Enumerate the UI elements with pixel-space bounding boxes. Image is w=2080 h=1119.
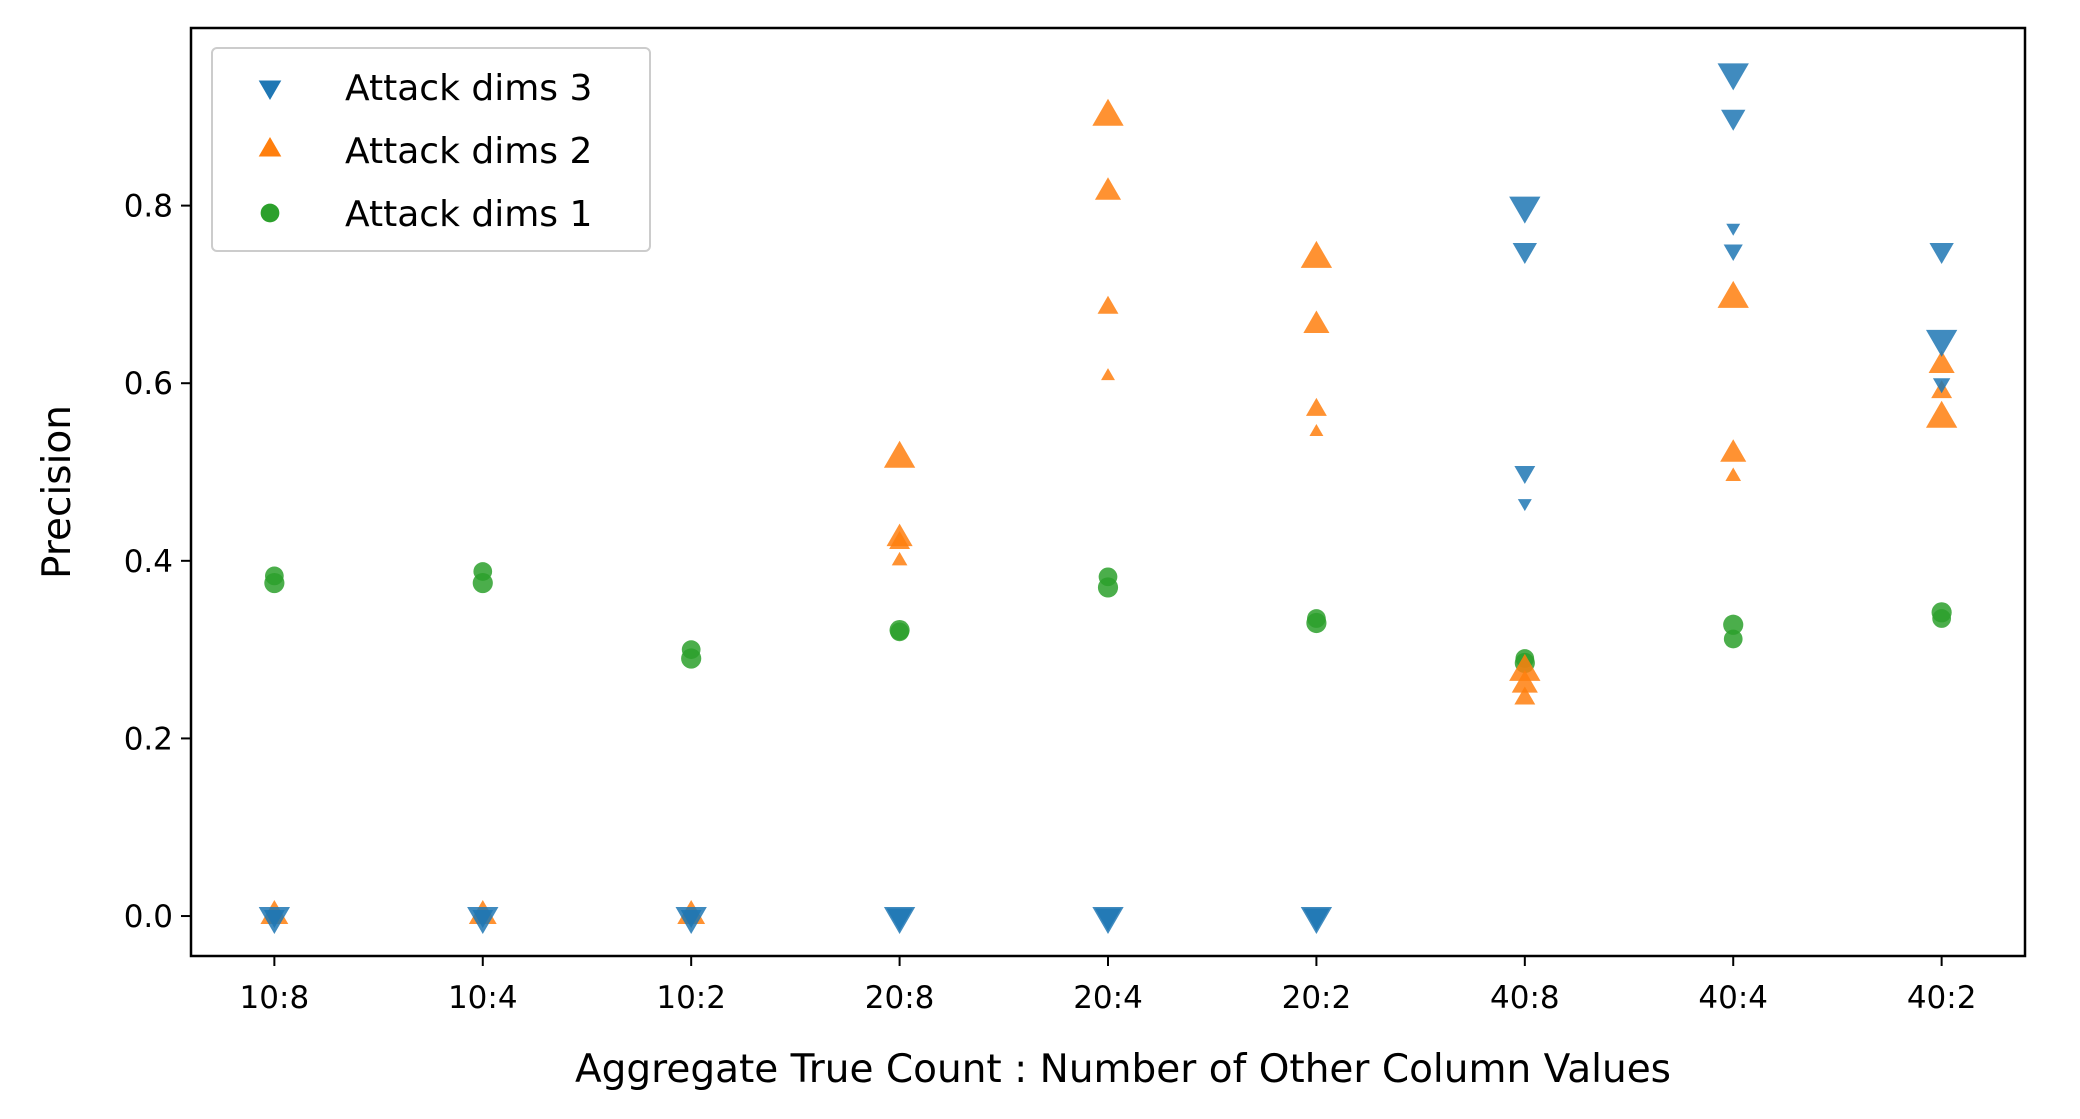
- legend: Attack dims 3 Attack dims 2 Attack dims 1: [211, 47, 651, 252]
- data-point: [1092, 98, 1124, 126]
- data-point: [1726, 223, 1741, 236]
- y-tick-label: 0.4: [124, 544, 173, 580]
- legend-box: [211, 47, 651, 252]
- data-point: [890, 622, 909, 642]
- data-point: [1512, 243, 1537, 265]
- data-point: [264, 572, 285, 594]
- x-tick-label: 40:4: [1698, 980, 1768, 1016]
- data-point: [889, 531, 911, 550]
- x-axis: 10:8 10:4 10:2 20:8 20:4 20:2 40:8 40:4 40:2: [240, 956, 1977, 1016]
- data-point: [1725, 467, 1742, 481]
- data-point: [681, 648, 702, 669]
- data-point: [1300, 240, 1333, 268]
- data-point: [1723, 629, 1743, 649]
- x-tick-label: 10:2: [656, 980, 726, 1016]
- data-point: [1509, 196, 1541, 224]
- y-tick-label: 0.8: [124, 189, 173, 225]
- x-tick-label: 20:2: [1282, 980, 1352, 1016]
- data-point: [1717, 63, 1749, 91]
- x-tick-label: 40:8: [1490, 980, 1560, 1016]
- data-point: [883, 440, 916, 468]
- data-point: [1932, 378, 1951, 394]
- legend-marker: [258, 80, 282, 100]
- data-point: [1723, 244, 1743, 262]
- x-axis-label: Aggregate True Count : Number of Other C…: [575, 1047, 1671, 1092]
- data-point: [1517, 499, 1532, 512]
- data-point: [472, 572, 493, 594]
- data-point: [1303, 908, 1330, 932]
- data-point: [1094, 908, 1122, 932]
- data-point: [1932, 609, 1951, 628]
- data-point: [1306, 612, 1327, 634]
- data-point: [1925, 329, 1958, 357]
- data-point: [1514, 686, 1536, 705]
- data-point: [1514, 466, 1536, 485]
- data-point: [1925, 400, 1958, 428]
- data-point: [1509, 653, 1541, 681]
- legend-marker: [260, 203, 280, 223]
- legend-label: Attack dims 1: [345, 194, 592, 235]
- data-point: [1094, 177, 1122, 200]
- data-point: [1305, 397, 1327, 416]
- data-point: [1717, 280, 1749, 308]
- x-tick-label: 10:8: [240, 980, 310, 1016]
- data-point: [1309, 424, 1324, 437]
- x-tick-label: 40:2: [1907, 980, 1977, 1016]
- y-tick-label: 0.2: [124, 721, 173, 757]
- data-point: [1303, 310, 1330, 333]
- chart-marks: [258, 63, 1958, 935]
- data-point: [1723, 614, 1744, 635]
- legend-marker: [258, 137, 282, 157]
- legend-label: Attack dims 2: [345, 131, 592, 172]
- data-point: [1511, 670, 1538, 693]
- data-point: [263, 910, 285, 929]
- data-point: [886, 908, 913, 932]
- data-point: [1721, 109, 1746, 131]
- data-point: [891, 551, 908, 566]
- data-point: [1097, 295, 1119, 314]
- y-axis: 0.0 0.2 0.4 0.6 0.8: [124, 189, 191, 935]
- legend-label: Attack dims 3: [345, 68, 592, 109]
- x-tick-label: 10:4: [448, 980, 518, 1016]
- y-tick-label: 0.6: [124, 366, 173, 402]
- y-tick-label: 0.0: [124, 899, 173, 935]
- data-point: [472, 910, 494, 929]
- data-point: [1720, 439, 1747, 462]
- data-point: [1929, 243, 1954, 265]
- legend-entries: Attack dims 3 Attack dims 2 Attack dims 1: [258, 68, 592, 235]
- x-tick-label: 20:4: [1073, 980, 1143, 1016]
- data-point: [1928, 350, 1955, 373]
- data-point: [1097, 577, 1119, 598]
- y-axis-label: Precision: [35, 405, 80, 579]
- data-point: [1101, 368, 1115, 381]
- x-tick-label: 20:8: [865, 980, 935, 1016]
- data-point: [680, 910, 702, 929]
